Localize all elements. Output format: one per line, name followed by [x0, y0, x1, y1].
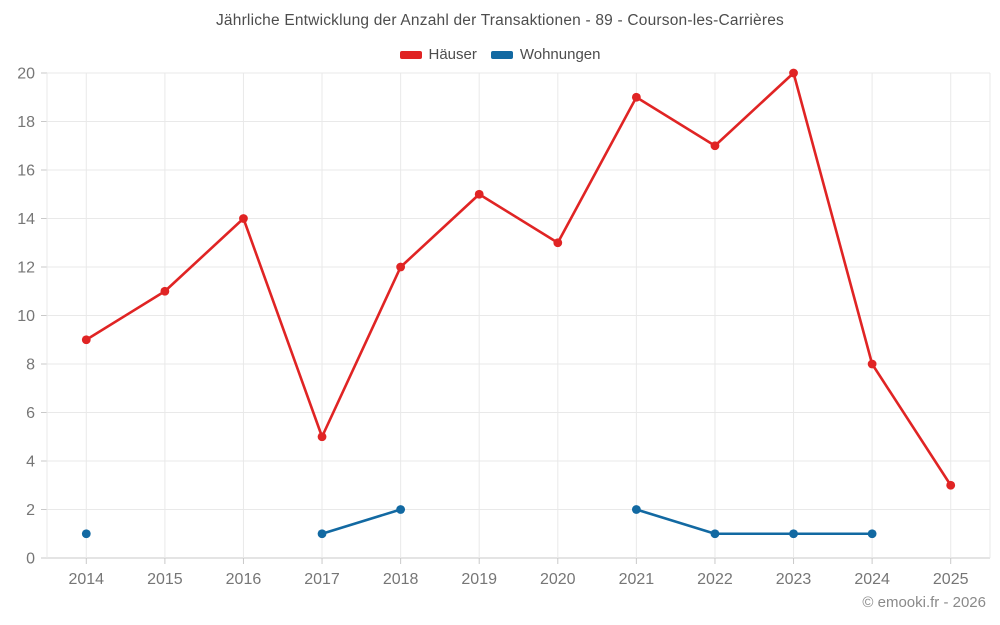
series-line-wohnungen [320, 508, 402, 536]
x-tick-label: 2020 [540, 571, 576, 588]
series-line-wohnungen [635, 508, 874, 536]
x-tick-label: 2015 [147, 571, 183, 588]
data-point-wohnungen-2021 [631, 505, 641, 514]
data-point-wohnungen-2018 [396, 505, 406, 514]
copyright-footer: © emooki.fr - 2026 [862, 594, 986, 611]
y-tick-label: 10 [17, 308, 35, 325]
data-point-häuser-2017 [317, 432, 327, 442]
data-point-häuser-2015 [160, 286, 170, 296]
data-point-häuser-2019 [474, 189, 484, 199]
y-tick-label: 16 [17, 163, 35, 180]
x-tick-label: 2022 [697, 571, 733, 588]
y-tick-label: 2 [26, 502, 35, 519]
y-tick-label: 8 [26, 357, 35, 374]
legend-label-haeuser: Häuser [428, 46, 477, 63]
legend-swatch-haeuser [399, 50, 422, 59]
x-tick-label: 2023 [776, 571, 812, 588]
y-tick-label: 4 [26, 454, 35, 471]
x-tick-label: 2021 [619, 571, 655, 588]
x-tick-label: 2014 [68, 571, 104, 588]
data-point-wohnungen-2024 [867, 529, 877, 539]
data-point-häuser-2023 [789, 68, 798, 78]
data-point-häuser-2018 [396, 262, 406, 272]
y-tick-label: 0 [26, 551, 35, 568]
data-point-häuser-2021 [631, 92, 641, 102]
x-tick-label: 2017 [304, 571, 340, 588]
chart-legend: Häuser Wohnungen [0, 46, 1000, 63]
data-point-häuser-2022 [710, 141, 720, 151]
series-line-häuser [84, 71, 953, 487]
y-tick-label: 14 [17, 211, 35, 228]
data-point-häuser-2016 [239, 214, 248, 223]
data-point-häuser-2025 [946, 480, 956, 490]
data-point-häuser-2020 [553, 238, 563, 248]
legend-item-wohnungen[interactable]: Wohnungen [490, 46, 601, 63]
legend-label-wohnungen: Wohnungen [519, 46, 601, 63]
legend-swatch-wohnungen [490, 50, 513, 59]
data-point-wohnungen-2023 [789, 529, 798, 539]
data-point-wohnungen-2022 [710, 529, 720, 539]
y-tick-label: 12 [17, 260, 35, 277]
legend-item-haeuser[interactable]: Häuser [399, 46, 477, 63]
y-tick-label: 6 [26, 405, 35, 422]
data-point-häuser-2014 [81, 335, 91, 345]
y-tick-label: 20 [17, 66, 35, 83]
x-tick-label: 2025 [933, 571, 969, 588]
x-tick-label: 2018 [383, 571, 419, 588]
data-point-wohnungen-2017 [317, 529, 327, 539]
data-point-häuser-2024 [867, 359, 877, 369]
data-point-wohnungen-2014 [81, 529, 91, 539]
chart-title: Jährliche Entwicklung der Anzahl der Tra… [215, 12, 785, 29]
x-tick-label: 2016 [226, 571, 262, 588]
x-tick-label: 2019 [461, 571, 497, 588]
x-tick-label: 2024 [854, 571, 890, 588]
y-tick-label: 18 [17, 114, 35, 131]
